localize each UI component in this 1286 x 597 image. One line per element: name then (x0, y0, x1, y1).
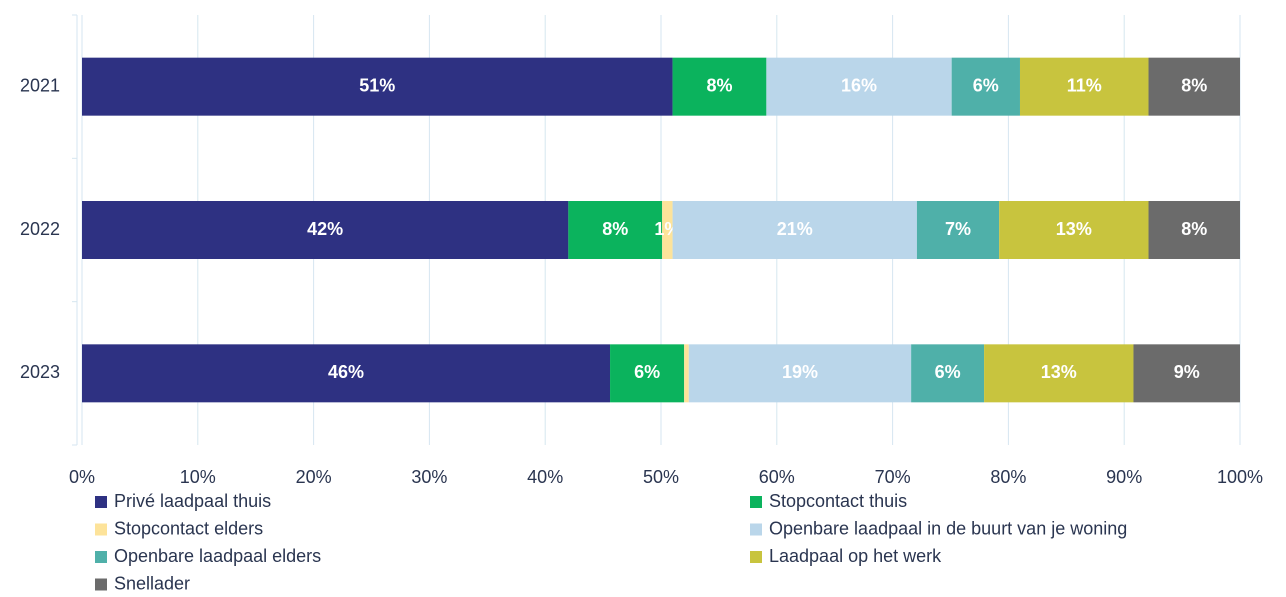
value-label: 51% (359, 75, 395, 95)
bar-segment (82, 57, 673, 116)
bar-segment (610, 344, 685, 403)
legend-swatch (750, 496, 762, 508)
x-tick-label: 20% (296, 467, 332, 487)
bar-segment (568, 201, 663, 259)
value-label: 7% (945, 219, 971, 239)
y-tick-label: 2022 (20, 219, 60, 239)
value-label: 19% (782, 362, 818, 382)
x-tick-label: 60% (759, 467, 795, 487)
x-tick-label: 100% (1217, 467, 1263, 487)
legend-swatch (95, 496, 107, 508)
value-label: 46% (328, 362, 364, 382)
bar-segment (672, 57, 767, 116)
value-label: 6% (973, 75, 999, 95)
value-label: 8% (706, 75, 732, 95)
bar-segment (688, 344, 912, 403)
bar-segment (951, 57, 1020, 116)
bar-segment (1019, 57, 1149, 116)
legend-label: Stopcontact elders (114, 518, 263, 538)
bar-segment (1133, 344, 1240, 403)
x-tick-label: 70% (875, 467, 911, 487)
bar-segment (911, 344, 985, 403)
legend-label: Openbare laadpaal in de buurt van je won… (769, 518, 1127, 538)
legend-swatch (95, 523, 107, 536)
bar-segment (1148, 201, 1240, 259)
value-label: 11% (1067, 75, 1102, 95)
bar-segment (662, 201, 673, 259)
bar-segment (916, 201, 1000, 259)
value-label: 8% (1181, 75, 1207, 95)
x-tick-label: 50% (643, 467, 679, 487)
legend-swatch (95, 551, 107, 563)
value-label: 16% (841, 75, 877, 95)
y-tick-label: 2021 (20, 75, 60, 95)
legend-label: Stopcontact thuis (769, 491, 907, 511)
value-label: 21% (777, 219, 813, 239)
x-tick-label: 30% (411, 467, 447, 487)
value-label: 13% (1056, 219, 1092, 239)
value-label: 6% (935, 362, 961, 382)
bar-segment (82, 344, 611, 403)
value-label: 9% (1174, 362, 1200, 382)
bar-segment (82, 201, 569, 259)
bar-segment (766, 57, 952, 116)
x-tick-label: 10% (180, 467, 216, 487)
value-label: 6% (634, 362, 660, 382)
value-label: 42% (307, 219, 343, 239)
bar-segment (1148, 57, 1240, 116)
bar-segment (684, 344, 689, 403)
x-tick-label: 90% (1106, 467, 1142, 487)
value-label: 13% (1041, 362, 1077, 382)
bar-segment (984, 344, 1134, 403)
legend-label: Laadpaal op het werk (769, 546, 942, 566)
legend-swatch (750, 551, 762, 563)
legend-label: Snellader (114, 573, 190, 593)
legend-swatch (750, 523, 762, 536)
legend-label: Privé laadpaal thuis (114, 491, 271, 511)
y-tick-label: 2023 (20, 362, 60, 382)
x-tick-label: 80% (990, 467, 1026, 487)
legend-swatch (95, 578, 107, 591)
value-label: 8% (1181, 219, 1207, 239)
bar-segment (999, 201, 1149, 259)
bar-segment (672, 201, 917, 259)
x-tick-label: 0% (69, 467, 95, 487)
x-tick-label: 40% (527, 467, 563, 487)
value-label: 8% (602, 219, 628, 239)
legend-label: Openbare laadpaal elders (114, 546, 321, 566)
